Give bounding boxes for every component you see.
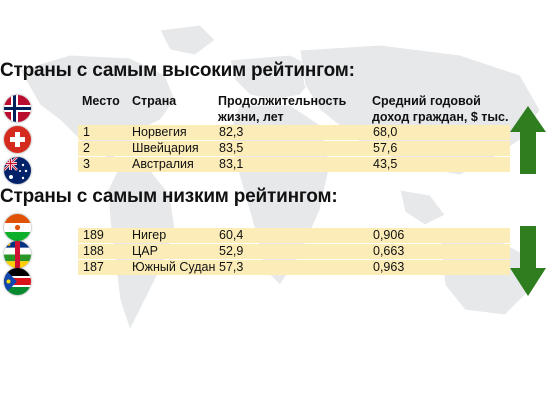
rank-cell: 187 (83, 260, 104, 274)
norway-flag-icon (4, 95, 31, 122)
australia-flag-icon (4, 157, 31, 184)
country-cell: Австралия (132, 157, 194, 171)
life-cell: 83,5 (219, 141, 244, 155)
country-cell: ЦАР (132, 244, 158, 258)
income-cell: 68,0 (373, 125, 398, 139)
table-row: 2 Швейцария 83,5 57,6 (78, 141, 510, 156)
country-cell: Швейцария (132, 141, 199, 155)
life-header-line1: Продолжительность (218, 94, 347, 108)
rank-cell: 2 (83, 141, 90, 155)
income-header-line2: доход граждан, $ тыс. (372, 110, 509, 124)
car-flag-icon (4, 241, 31, 268)
niger-flag-icon (4, 214, 31, 241)
rank-column-header: Место (82, 93, 120, 109)
country-cell: Нигер (132, 228, 167, 242)
country-cell: Норвегия (132, 125, 187, 139)
table-row: 1 Норвегия 82,3 68,0 (78, 125, 510, 140)
life-header-line2: жизни, лет (218, 110, 284, 124)
income-cell: 57,6 (373, 141, 398, 155)
south-sudan-flag-icon (4, 268, 31, 295)
life-cell: 57,3 (219, 260, 244, 274)
rank-cell: 1 (83, 125, 90, 139)
life-cell: 52,9 (219, 244, 244, 258)
rank-header-text: Место (82, 94, 120, 108)
income-cell: 43,5 (373, 157, 398, 171)
country-cell: Южный Судан (132, 260, 216, 274)
bottom-ranking-heading: Страны с самым низким рейтингом: (0, 186, 338, 207)
arrow-down-icon (510, 226, 546, 296)
income-cell: 0,906 (373, 228, 405, 242)
life-cell: 83,1 (219, 157, 244, 171)
income-cell: 0,663 (373, 244, 405, 258)
table-row: 188 ЦАР 52,9 0,663 (78, 244, 510, 259)
income-header-line1: Средний годовой (372, 94, 481, 108)
income-cell: 0,963 (373, 260, 405, 274)
top-ranking-heading: Страны с самым высоким рейтингом: (0, 60, 355, 81)
country-header-text: Страна (132, 94, 177, 108)
income-column-header: Средний годовой доход граждан, $ тыс. (372, 93, 508, 125)
life-cell: 82,3 (219, 125, 244, 139)
rank-cell: 188 (83, 244, 104, 258)
switzerland-flag-icon (4, 126, 31, 153)
life-cell: 60,4 (219, 228, 244, 242)
country-column-header: Страна (132, 93, 176, 109)
rank-cell: 189 (83, 228, 104, 242)
life-expectancy-column-header: Продолжительность жизни, лет (218, 93, 346, 125)
rank-cell: 3 (83, 157, 90, 171)
table-row: 3 Австралия 83,1 43,5 (78, 157, 510, 172)
arrow-up-icon (510, 106, 546, 174)
table-row: 187 Южный Судан 57,3 0,963 (78, 260, 510, 275)
table-row: 189 Нигер 60,4 0,906 (78, 228, 510, 243)
